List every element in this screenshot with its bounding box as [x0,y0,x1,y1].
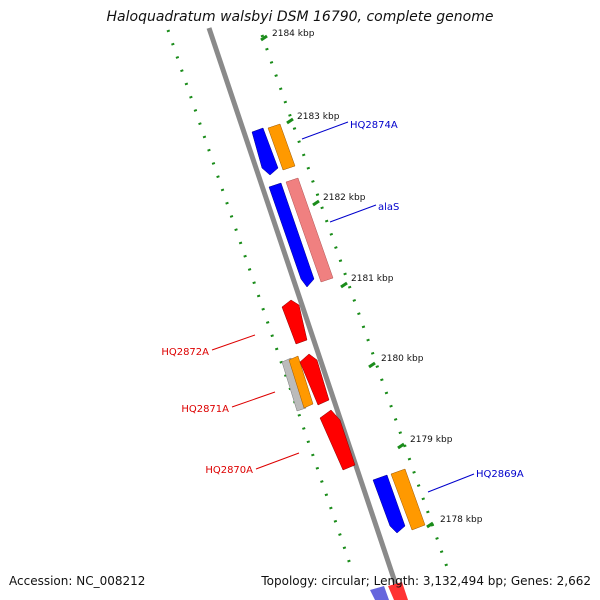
leader-line [427,473,475,493]
feature-hq2869a[interactable] [372,468,426,534]
leader-line [255,452,300,470]
gene-bar[interactable] [267,123,296,171]
leader-line [329,204,377,223]
feature-hq2874a[interactable] [251,123,296,176]
tick-label: 2180 kbp [381,354,424,364]
tick-label: 2184 kbp [272,29,315,39]
cds-forward-arrow[interactable] [251,127,279,176]
cds-reverse-arrow-hq2872a[interactable] [281,299,308,345]
leader-line [231,391,276,408]
tick-label: 2181 kbp [351,274,394,284]
gene-label-hq2869a[interactable]: HQ2869A [476,469,524,480]
cds-reverse-arrow[interactable] [299,353,330,406]
tick-mark [426,521,434,529]
inner-dotted-track [166,29,354,571]
tick-mark [368,361,376,369]
tick-label: 2178 kbp [440,515,483,525]
leader-line [211,334,256,351]
pseudogene-bar[interactable] [281,357,307,412]
gene-label-hq2871a[interactable]: HQ2871A [181,404,229,415]
accession-text: Accession: NC_008212 [9,574,146,588]
cds-forward-arrow[interactable] [372,474,406,534]
partial-cds-forward [370,586,389,600]
tick-mark [286,117,294,125]
tick-marks [260,34,434,529]
gene-label-hq2870a[interactable]: HQ2870A [205,465,253,476]
map-title: Haloquadratum walsbyi DSM 16790, complet… [106,9,494,25]
gene-labels: HQ2874A alaS HQ2872A HQ2871A HQ2870A HQ2… [161,120,524,480]
feature-alas[interactable] [268,177,334,288]
tick-mark [340,281,348,289]
cds-forward-arrow[interactable] [268,182,315,288]
tick-label: 2182 kbp [323,193,366,203]
feature-hq2871a[interactable] [281,353,330,412]
gene-label-hq2872a[interactable]: HQ2872A [161,347,209,358]
gene-label-alas[interactable]: alaS [378,202,399,213]
tick-mark [260,34,268,42]
leader-line [301,121,349,140]
tick-mark [397,442,405,450]
tick-mark [312,199,320,207]
genome-backbone [206,27,404,600]
tick-labels: 2184 kbp 2183 kbp 2182 kbp 2181 kbp 2180… [272,29,483,525]
gene-bar[interactable] [288,355,314,409]
genome-summary-text: Topology: circular; Length: 3,132,494 bp… [261,574,591,588]
gene-bar[interactable] [390,468,426,531]
partial-cds-reverse [388,582,408,600]
tick-label: 2183 kbp [297,112,340,122]
label-leaders [211,121,475,493]
gene-label-hq2874a[interactable]: HQ2874A [350,120,398,131]
rrna-bar[interactable] [285,177,334,283]
tick-label: 2179 kbp [410,435,453,445]
cds-reverse-arrow-hq2870a[interactable] [319,409,356,471]
